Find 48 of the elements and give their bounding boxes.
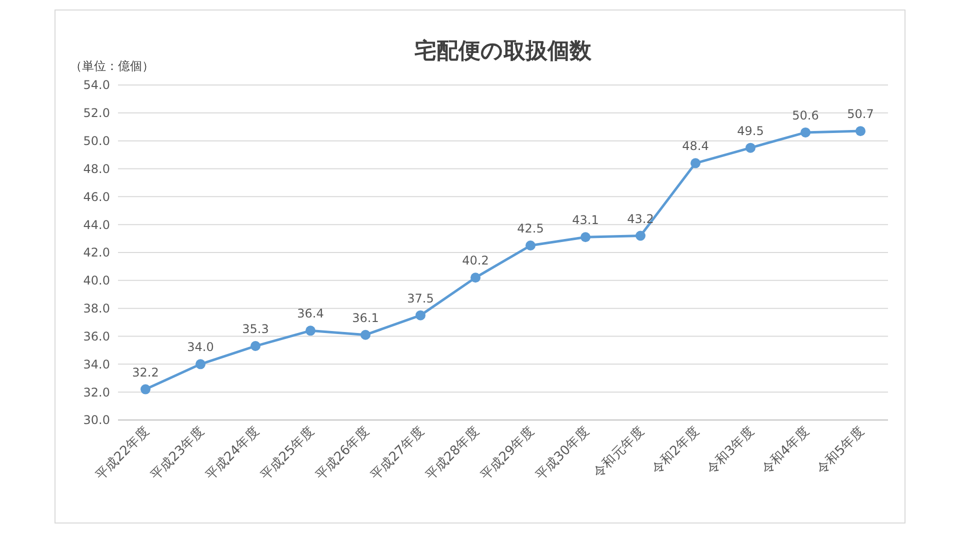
y-tick-label: 42.0 [83,246,110,260]
y-tick-label: 54.0 [83,78,110,92]
data-label: 50.7 [847,107,874,122]
point [800,127,810,138]
data-label: 48.4 [682,139,709,154]
point [470,272,480,283]
point [746,142,756,153]
data-label: 36.1 [352,310,379,325]
y-tick-label: 48.0 [83,162,110,176]
x-tick-label: 令和2年度 [648,424,702,478]
data-label: 43.1 [572,213,599,228]
point [360,330,370,340]
x-tick-label: 令和4年度 [758,424,812,478]
y-tick-label: 38.0 [83,302,110,316]
y-tick-label: 40.0 [83,274,110,288]
x-tick-label: 令和元年度 [590,424,648,481]
data-label: 43.2 [627,212,654,226]
y-tick-label: 32.0 [83,385,110,400]
x-tick-label: 令和5年度 [813,424,868,478]
point [250,341,260,352]
point [306,326,316,336]
point [690,158,700,168]
data-label: 37.5 [407,291,434,306]
y-tick-label: 50.0 [83,134,110,148]
data-label: 35.3 [242,322,269,336]
data-label: 36.4 [297,306,324,321]
data-label: 32.2 [132,365,159,380]
point [416,310,426,320]
data-label: 50.6 [792,108,819,122]
data-label: 49.5 [737,124,764,138]
data-label: 34.0 [187,340,214,354]
y-tick-label: 44.0 [83,218,110,232]
point [580,232,590,242]
chart-title: 宅配便の取扱個数 [414,38,592,64]
text: （単位：億個） [70,59,154,73]
y-tick-label: 30.0 [83,413,110,428]
x-tick-label: 令和3年度 [703,424,758,478]
point [140,384,150,394]
point [636,230,646,241]
point [856,126,866,136]
y-tick-label: 52.0 [83,106,110,120]
data-label: 40.2 [462,254,489,268]
y-tick-label: 46.0 [83,190,110,204]
data-label: 42.5 [517,222,544,236]
y-tick-label: 34.0 [83,357,110,372]
point [526,240,536,251]
point [196,359,206,370]
y-tick-label: 36.0 [83,329,110,344]
